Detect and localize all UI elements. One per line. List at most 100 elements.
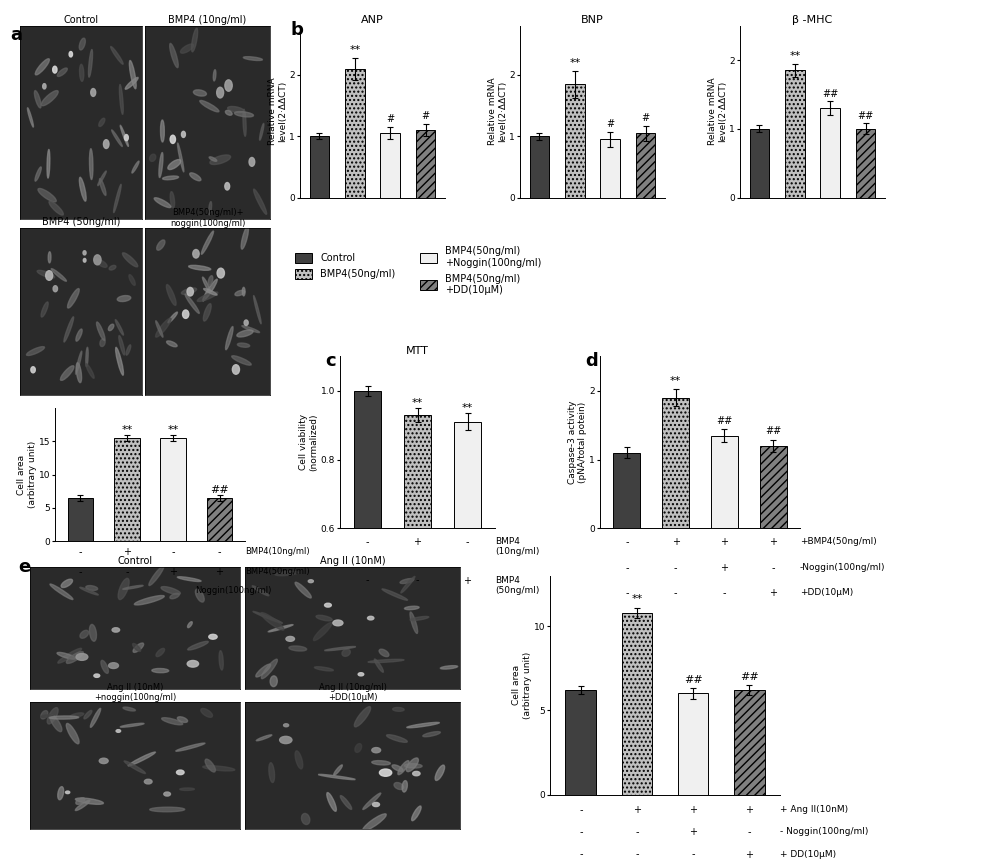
Ellipse shape (394, 783, 404, 789)
Ellipse shape (117, 295, 131, 302)
Text: +: + (216, 567, 224, 577)
Ellipse shape (86, 347, 88, 367)
Ellipse shape (195, 589, 204, 602)
Ellipse shape (34, 90, 41, 108)
Bar (636, 133, 655, 198)
Ellipse shape (260, 124, 264, 140)
Text: -: - (674, 588, 677, 599)
Ellipse shape (166, 284, 176, 306)
Ellipse shape (79, 38, 85, 50)
Ellipse shape (57, 68, 67, 76)
Text: c: c (325, 352, 336, 370)
Ellipse shape (340, 795, 352, 809)
Circle shape (187, 288, 193, 296)
Text: **: ** (412, 399, 423, 408)
Ellipse shape (355, 744, 362, 752)
Ellipse shape (243, 57, 262, 60)
Ellipse shape (163, 176, 179, 180)
Ellipse shape (254, 295, 261, 324)
Bar (785, 70, 805, 198)
Bar (856, 129, 875, 198)
Ellipse shape (210, 155, 231, 165)
Y-axis label: Cell area
(arbitrary unit): Cell area (arbitrary unit) (17, 441, 37, 509)
Ellipse shape (108, 324, 114, 331)
Circle shape (183, 310, 189, 319)
Text: **: ** (349, 45, 360, 55)
Text: +: + (633, 805, 641, 815)
Circle shape (170, 135, 175, 143)
Ellipse shape (157, 240, 165, 250)
Ellipse shape (170, 192, 175, 208)
Ellipse shape (201, 231, 214, 254)
Text: a: a (10, 26, 22, 44)
Text: -: - (466, 537, 469, 547)
Ellipse shape (188, 642, 208, 650)
Bar (345, 69, 365, 198)
Bar (760, 446, 787, 528)
Ellipse shape (41, 710, 48, 719)
Ellipse shape (404, 764, 422, 768)
Ellipse shape (325, 647, 356, 651)
Ellipse shape (41, 715, 54, 717)
Ellipse shape (440, 666, 458, 669)
Circle shape (187, 661, 199, 667)
Text: BMP4(10ng/ml): BMP4(10ng/ml) (245, 547, 310, 556)
Ellipse shape (152, 668, 169, 673)
Bar (404, 415, 431, 734)
Ellipse shape (132, 161, 139, 173)
Ellipse shape (289, 646, 307, 651)
Text: -: - (635, 850, 639, 859)
Ellipse shape (393, 708, 404, 711)
Text: -: - (366, 537, 369, 547)
Ellipse shape (402, 781, 407, 792)
Ellipse shape (98, 171, 106, 186)
Text: BMP4
(50ng/ml): BMP4 (50ng/ml) (495, 576, 539, 595)
Ellipse shape (57, 652, 76, 659)
Circle shape (379, 769, 392, 777)
Ellipse shape (89, 149, 93, 180)
Circle shape (94, 255, 101, 265)
Y-axis label: Cell area
(arbitrary unit): Cell area (arbitrary unit) (512, 651, 532, 719)
Ellipse shape (120, 125, 128, 146)
Ellipse shape (354, 707, 371, 727)
Text: -: - (747, 827, 751, 838)
Ellipse shape (26, 347, 45, 356)
Ellipse shape (47, 708, 58, 724)
Text: + Ang II(10nM): + Ang II(10nM) (780, 805, 848, 813)
Text: +: + (672, 537, 680, 547)
Bar (565, 690, 596, 795)
Circle shape (372, 747, 381, 752)
Title: BMP4 (50ng/ml): BMP4 (50ng/ml) (42, 216, 120, 227)
Bar (68, 498, 93, 541)
Ellipse shape (188, 622, 192, 628)
Ellipse shape (75, 801, 90, 811)
Circle shape (46, 271, 53, 280)
Bar (820, 108, 840, 198)
Circle shape (144, 779, 152, 784)
Circle shape (217, 268, 224, 278)
Text: **: ** (168, 425, 179, 436)
Ellipse shape (209, 157, 217, 161)
Ellipse shape (96, 322, 105, 340)
Title: Ang II (10ng/ml)
+DD(10μM): Ang II (10ng/ml) +DD(10μM) (319, 683, 386, 703)
Circle shape (280, 736, 292, 744)
Ellipse shape (149, 566, 164, 586)
Text: -: - (79, 547, 82, 557)
Bar (416, 130, 435, 198)
Ellipse shape (235, 290, 245, 295)
Circle shape (217, 88, 224, 98)
Text: -: - (416, 576, 419, 586)
Title: BNP: BNP (581, 15, 604, 25)
Ellipse shape (327, 793, 336, 811)
Text: +DD(10μM): +DD(10μM) (800, 588, 853, 597)
Ellipse shape (170, 594, 179, 599)
Ellipse shape (99, 179, 106, 195)
Circle shape (83, 259, 86, 262)
Text: -: - (579, 850, 583, 859)
Ellipse shape (66, 723, 79, 744)
Ellipse shape (80, 631, 89, 638)
Ellipse shape (159, 153, 163, 178)
Ellipse shape (316, 615, 332, 621)
Ellipse shape (363, 793, 381, 809)
Title: MTT: MTT (406, 345, 429, 356)
